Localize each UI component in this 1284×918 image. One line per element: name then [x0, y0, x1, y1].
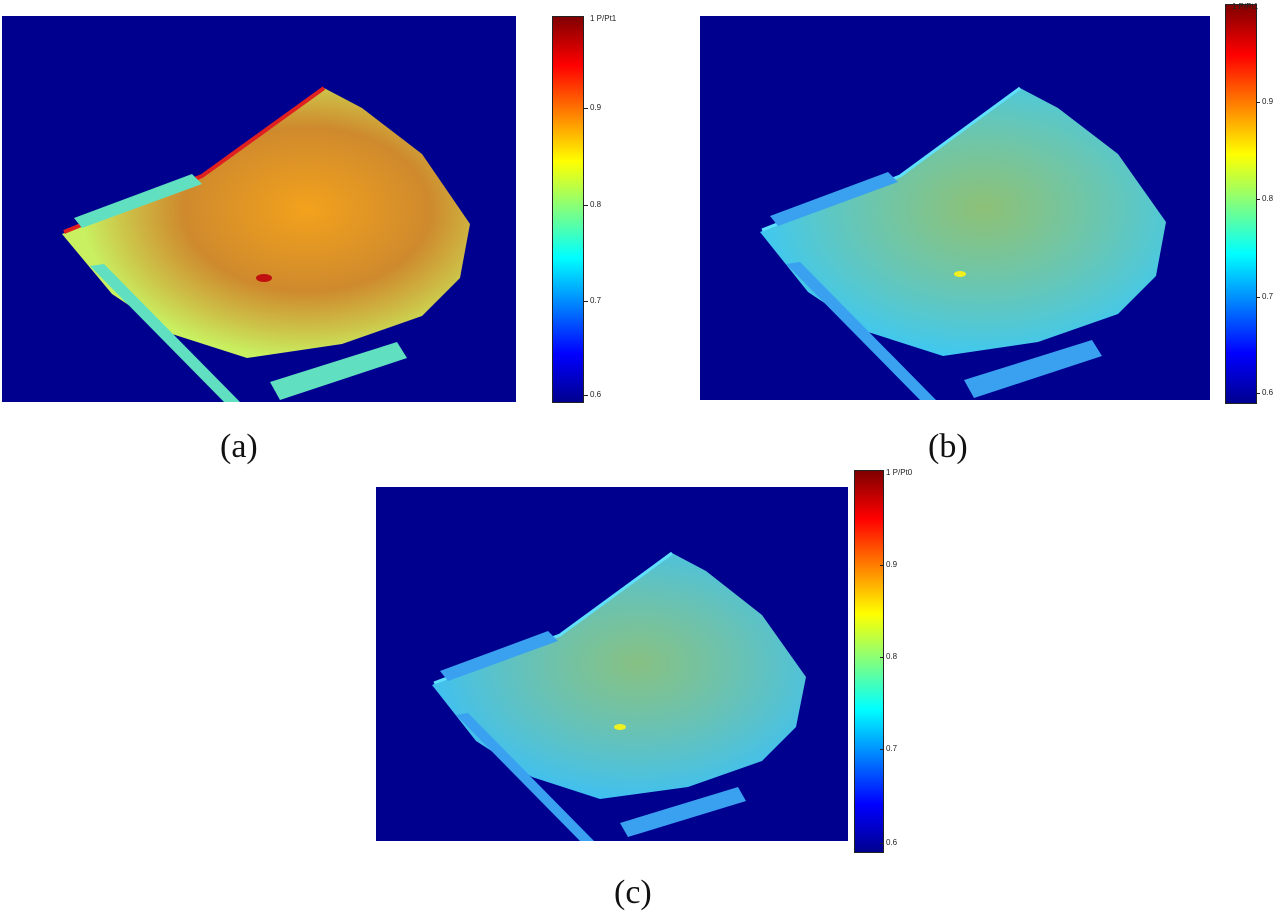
caption-c: (c)	[614, 874, 652, 911]
blade-surface	[760, 88, 1166, 356]
colorbar-title-b: 1 P/Pt1	[1232, 2, 1259, 11]
colorbar-a	[552, 16, 584, 403]
blade-tab	[440, 631, 558, 681]
pressure-map-b	[700, 16, 1210, 400]
colorbar-tick: 0.7	[879, 744, 898, 753]
colorbar-c	[854, 470, 884, 853]
spot-mark	[614, 724, 626, 730]
colorbar-tick: 0.9	[879, 560, 898, 569]
lower-strip	[456, 713, 594, 841]
colorbar-title-a: 1 P/Pt1	[590, 14, 617, 23]
colorbar-tick: 0.7	[1255, 292, 1274, 301]
bottom-bar	[964, 340, 1102, 398]
pressure-map-c	[376, 487, 848, 841]
colorbar-tick: 0.9	[1255, 97, 1274, 106]
colorbar-tick: 0.8	[1255, 194, 1274, 203]
bottom-bar	[620, 787, 746, 837]
colorbar-tick: 0.6	[879, 838, 898, 847]
blade-surface	[432, 553, 806, 799]
caption-a: (a)	[220, 428, 258, 465]
colorbar-tick: 0.7	[583, 296, 602, 305]
blade-tab	[770, 172, 898, 226]
caption-b: (b)	[928, 428, 968, 465]
lower-strip	[786, 262, 936, 400]
colorbar-tick: 0.9	[583, 103, 602, 112]
colorbar-tick: 0.8	[879, 652, 898, 661]
pressure-map-a	[2, 16, 516, 402]
bottom-bar	[270, 342, 407, 400]
colorbar-title-c: 1 P/Pt0	[886, 468, 913, 477]
blade-tab	[74, 174, 202, 228]
colorbar-tick: 0.6	[1255, 388, 1274, 397]
colorbar-tick: 0.6	[583, 390, 602, 399]
lower-strip	[90, 264, 240, 402]
blade-surface	[62, 88, 470, 358]
spot-mark	[954, 271, 966, 277]
colorbar-b	[1225, 4, 1257, 404]
spot-mark	[256, 274, 272, 282]
colorbar-tick: 0.8	[583, 200, 602, 209]
